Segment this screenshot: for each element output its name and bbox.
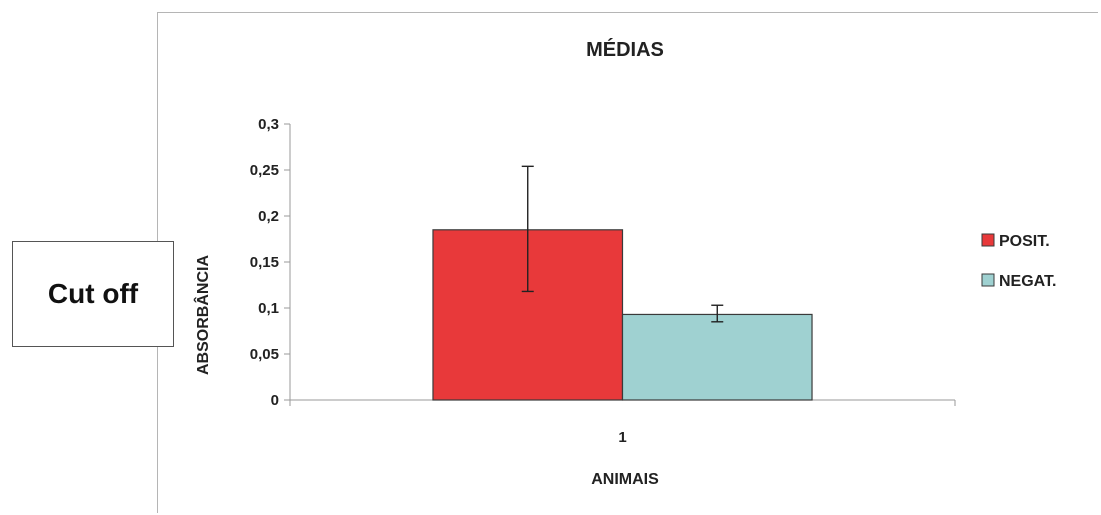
- y-axis-title: ABSORBÂNCIA: [193, 255, 212, 375]
- chart-title: MÉDIAS: [586, 38, 664, 61]
- legend-label: POSIT.: [999, 233, 1050, 250]
- y-tick-label: 0,3: [258, 116, 279, 133]
- x-tick-label: 1: [618, 429, 626, 446]
- chart-area: [157, 12, 1098, 513]
- bars: [432, 229, 813, 401]
- y-tick-label: 0,25: [250, 162, 279, 179]
- legend-label: NEGAT.: [999, 273, 1056, 290]
- y-tick-label: 0,15: [250, 254, 279, 271]
- legend-swatch: [981, 233, 995, 247]
- bar-negat: [621, 313, 813, 401]
- legend: POSIT. NEGAT.: [981, 233, 1056, 290]
- legend-swatch: [981, 273, 995, 287]
- x-axis: 1: [289, 399, 956, 446]
- cut-off-label: Cut off: [47, 278, 139, 309]
- y-tick-label: 0,1: [258, 300, 279, 317]
- error-bars: [521, 165, 724, 323]
- y-tick-label: 0,05: [250, 346, 279, 363]
- y-tick-label: 0,2: [258, 208, 279, 225]
- y-tick-label: 0: [271, 392, 279, 409]
- cut-off-annotation: Cut off: [12, 241, 174, 347]
- x-axis-title: ANIMAIS: [591, 471, 659, 488]
- y-axis: 0 0,05 0,1 0,15 0,2 0,25 0,3: [250, 116, 291, 409]
